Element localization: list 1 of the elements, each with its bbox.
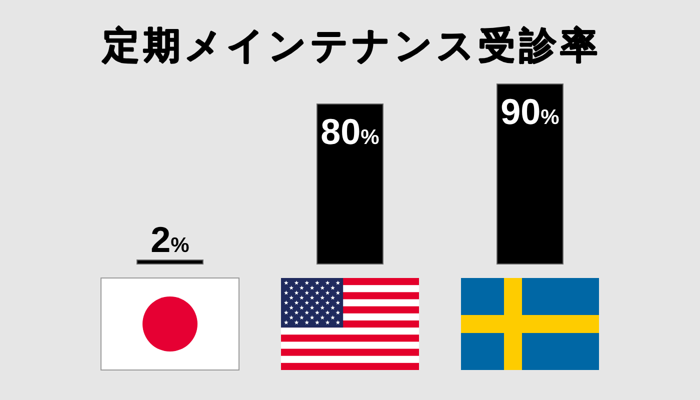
title: 定期メインテナンス受診率 bbox=[102, 24, 602, 67]
